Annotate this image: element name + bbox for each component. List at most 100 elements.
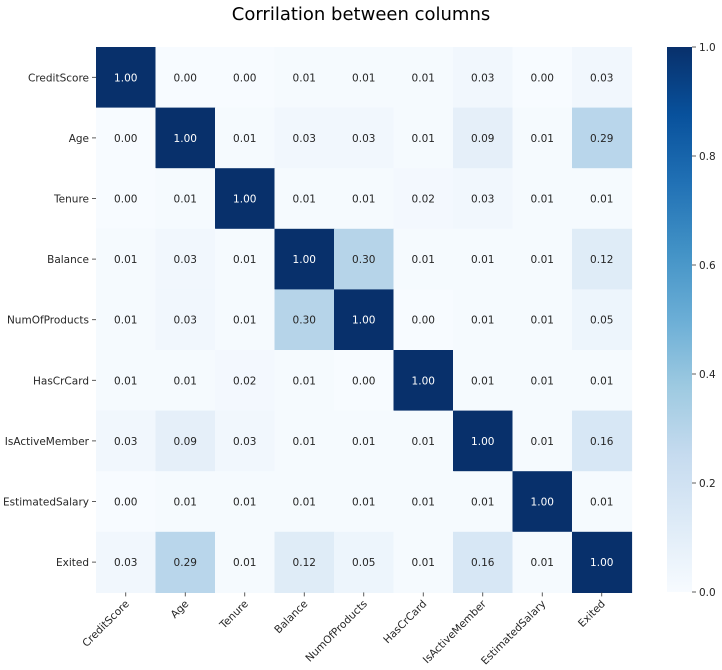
heatmap-cell — [274, 168, 335, 230]
heatmap-cell — [453, 350, 514, 412]
cell-value-label: 0.00 — [531, 72, 554, 84]
heatmap-cell — [334, 107, 395, 169]
heatmap-cell — [453, 168, 514, 230]
heatmap-cell — [274, 350, 335, 412]
heatmap-cell — [393, 471, 454, 533]
cell-value-label: 1.00 — [412, 375, 435, 387]
x-tick-label: EstimatedSalary — [479, 598, 548, 667]
cell-value-label: 0.01 — [412, 133, 435, 145]
heatmap-cell — [393, 531, 454, 593]
colorbar-tick-label: 0.8 — [699, 151, 716, 163]
heatmap-cell — [512, 531, 573, 593]
heatmap-cell — [572, 471, 633, 533]
cell-value-label: 0.01 — [293, 72, 316, 84]
heatmap-cell — [96, 107, 157, 169]
heatmap-cell — [274, 228, 335, 290]
heatmap-cell — [453, 289, 514, 351]
cell-value-label: 0.03 — [114, 557, 137, 569]
cell-value-label: 0.01 — [114, 315, 137, 327]
heatmap-cell — [155, 471, 216, 533]
heatmap-cell — [334, 289, 395, 351]
heatmap-cell — [512, 471, 573, 533]
heatmap-cell — [215, 228, 276, 290]
heatmap-cell — [512, 107, 573, 169]
cell-value-label: 0.00 — [412, 315, 435, 327]
heatmap-cell — [215, 531, 276, 593]
cell-value-label: 0.03 — [174, 315, 197, 327]
cell-value-label: 0.01 — [352, 194, 375, 206]
heatmap-cell — [96, 531, 157, 593]
cell-value-label: 0.00 — [174, 72, 197, 84]
x-tick-label: Balance — [272, 598, 310, 636]
cell-value-label: 0.01 — [352, 436, 375, 448]
cell-value-label: 0.01 — [233, 133, 256, 145]
cell-value-label: 0.09 — [471, 133, 494, 145]
heatmap-cells: 1.00 0.00 0.00 0.01 0.01 0.01 0.03 0.00 0.03 0.00… — [96, 47, 633, 593]
cell-value-label: 0.01 — [114, 375, 137, 387]
colorbar: 0.0 0.2 0.4 0.6 0.8 1.0 — [667, 42, 716, 599]
cell-value-label: 0.03 — [590, 72, 613, 84]
cell-value-label: 0.01 — [174, 497, 197, 509]
heatmap-cell — [215, 168, 276, 230]
x-axis-labels: CreditScore Age Tenure BalanceNumOfProducts… — [80, 592, 608, 667]
heatmap-cell — [215, 410, 276, 472]
y-tick-label: CreditScore — [28, 72, 89, 84]
cell-value-label: 0.00 — [114, 133, 137, 145]
cell-value-label: 0.01 — [352, 72, 375, 84]
cell-value-label: 0.16 — [471, 557, 495, 569]
cell-value-label: 0.01 — [293, 497, 316, 509]
heatmap-cell — [215, 289, 276, 351]
cell-value-label: 0.01 — [471, 375, 494, 387]
x-tick-label: Tenure — [217, 598, 251, 632]
cell-value-label: 0.01 — [531, 254, 554, 266]
cell-value-label: 1.00 — [471, 436, 494, 448]
heatmap-cell — [155, 107, 216, 169]
cell-value-label: 1.00 — [233, 194, 256, 206]
heatmap-cell — [334, 47, 395, 109]
heatmap-cell — [334, 531, 395, 593]
cell-value-label: 0.01 — [471, 254, 494, 266]
heatmap-cell — [393, 350, 454, 412]
heatmap-cell — [512, 350, 573, 412]
cell-value-label: 0.01 — [412, 557, 435, 569]
cell-value-label: 0.01 — [531, 375, 554, 387]
heatmap-cell — [96, 410, 157, 472]
y-tick-label: NumOfProducts — [7, 315, 89, 327]
heatmap-cell — [96, 168, 157, 230]
heatmap-cell — [572, 289, 633, 351]
colorbar-gradient — [667, 47, 692, 592]
cell-value-label: 0.01 — [174, 194, 197, 206]
heatmap-cell — [334, 410, 395, 472]
cell-value-label: 0.30 — [293, 315, 316, 327]
heatmap-cell — [453, 410, 514, 472]
heatmap-cell — [274, 471, 335, 533]
heatmap-cell — [96, 350, 157, 412]
cell-value-label: 0.00 — [114, 194, 137, 206]
cell-value-label: 0.16 — [590, 436, 614, 448]
cell-value-label: 0.03 — [114, 436, 137, 448]
cell-value-label: 0.01 — [471, 497, 494, 509]
cell-value-label: 0.01 — [293, 436, 316, 448]
cell-value-label: 0.01 — [233, 497, 256, 509]
heatmap-cell — [96, 47, 157, 109]
x-tick-label: NumOfProducts — [303, 598, 370, 665]
cell-value-label: 0.09 — [174, 436, 197, 448]
y-tick-label: Balance — [47, 254, 89, 266]
y-tick-label: IsActiveMember — [5, 436, 90, 448]
heatmap-cell — [215, 350, 276, 412]
heatmap-cell — [572, 107, 633, 169]
cell-value-label: 0.01 — [412, 254, 435, 266]
heatmap-cell — [334, 168, 395, 230]
cell-value-label: 0.29 — [174, 557, 197, 569]
cell-value-label: 0.29 — [590, 133, 613, 145]
heatmap-cell — [155, 531, 216, 593]
cell-value-label: 0.01 — [114, 254, 137, 266]
heatmap-cell — [393, 47, 454, 109]
heatmap-cell — [453, 531, 514, 593]
heatmap-cell — [572, 350, 633, 412]
heatmap-cell — [572, 531, 633, 593]
heatmap-cell — [572, 168, 633, 230]
cell-value-label: 0.30 — [352, 254, 375, 266]
heatmap-cell — [572, 228, 633, 290]
cell-value-label: 1.00 — [590, 557, 613, 569]
